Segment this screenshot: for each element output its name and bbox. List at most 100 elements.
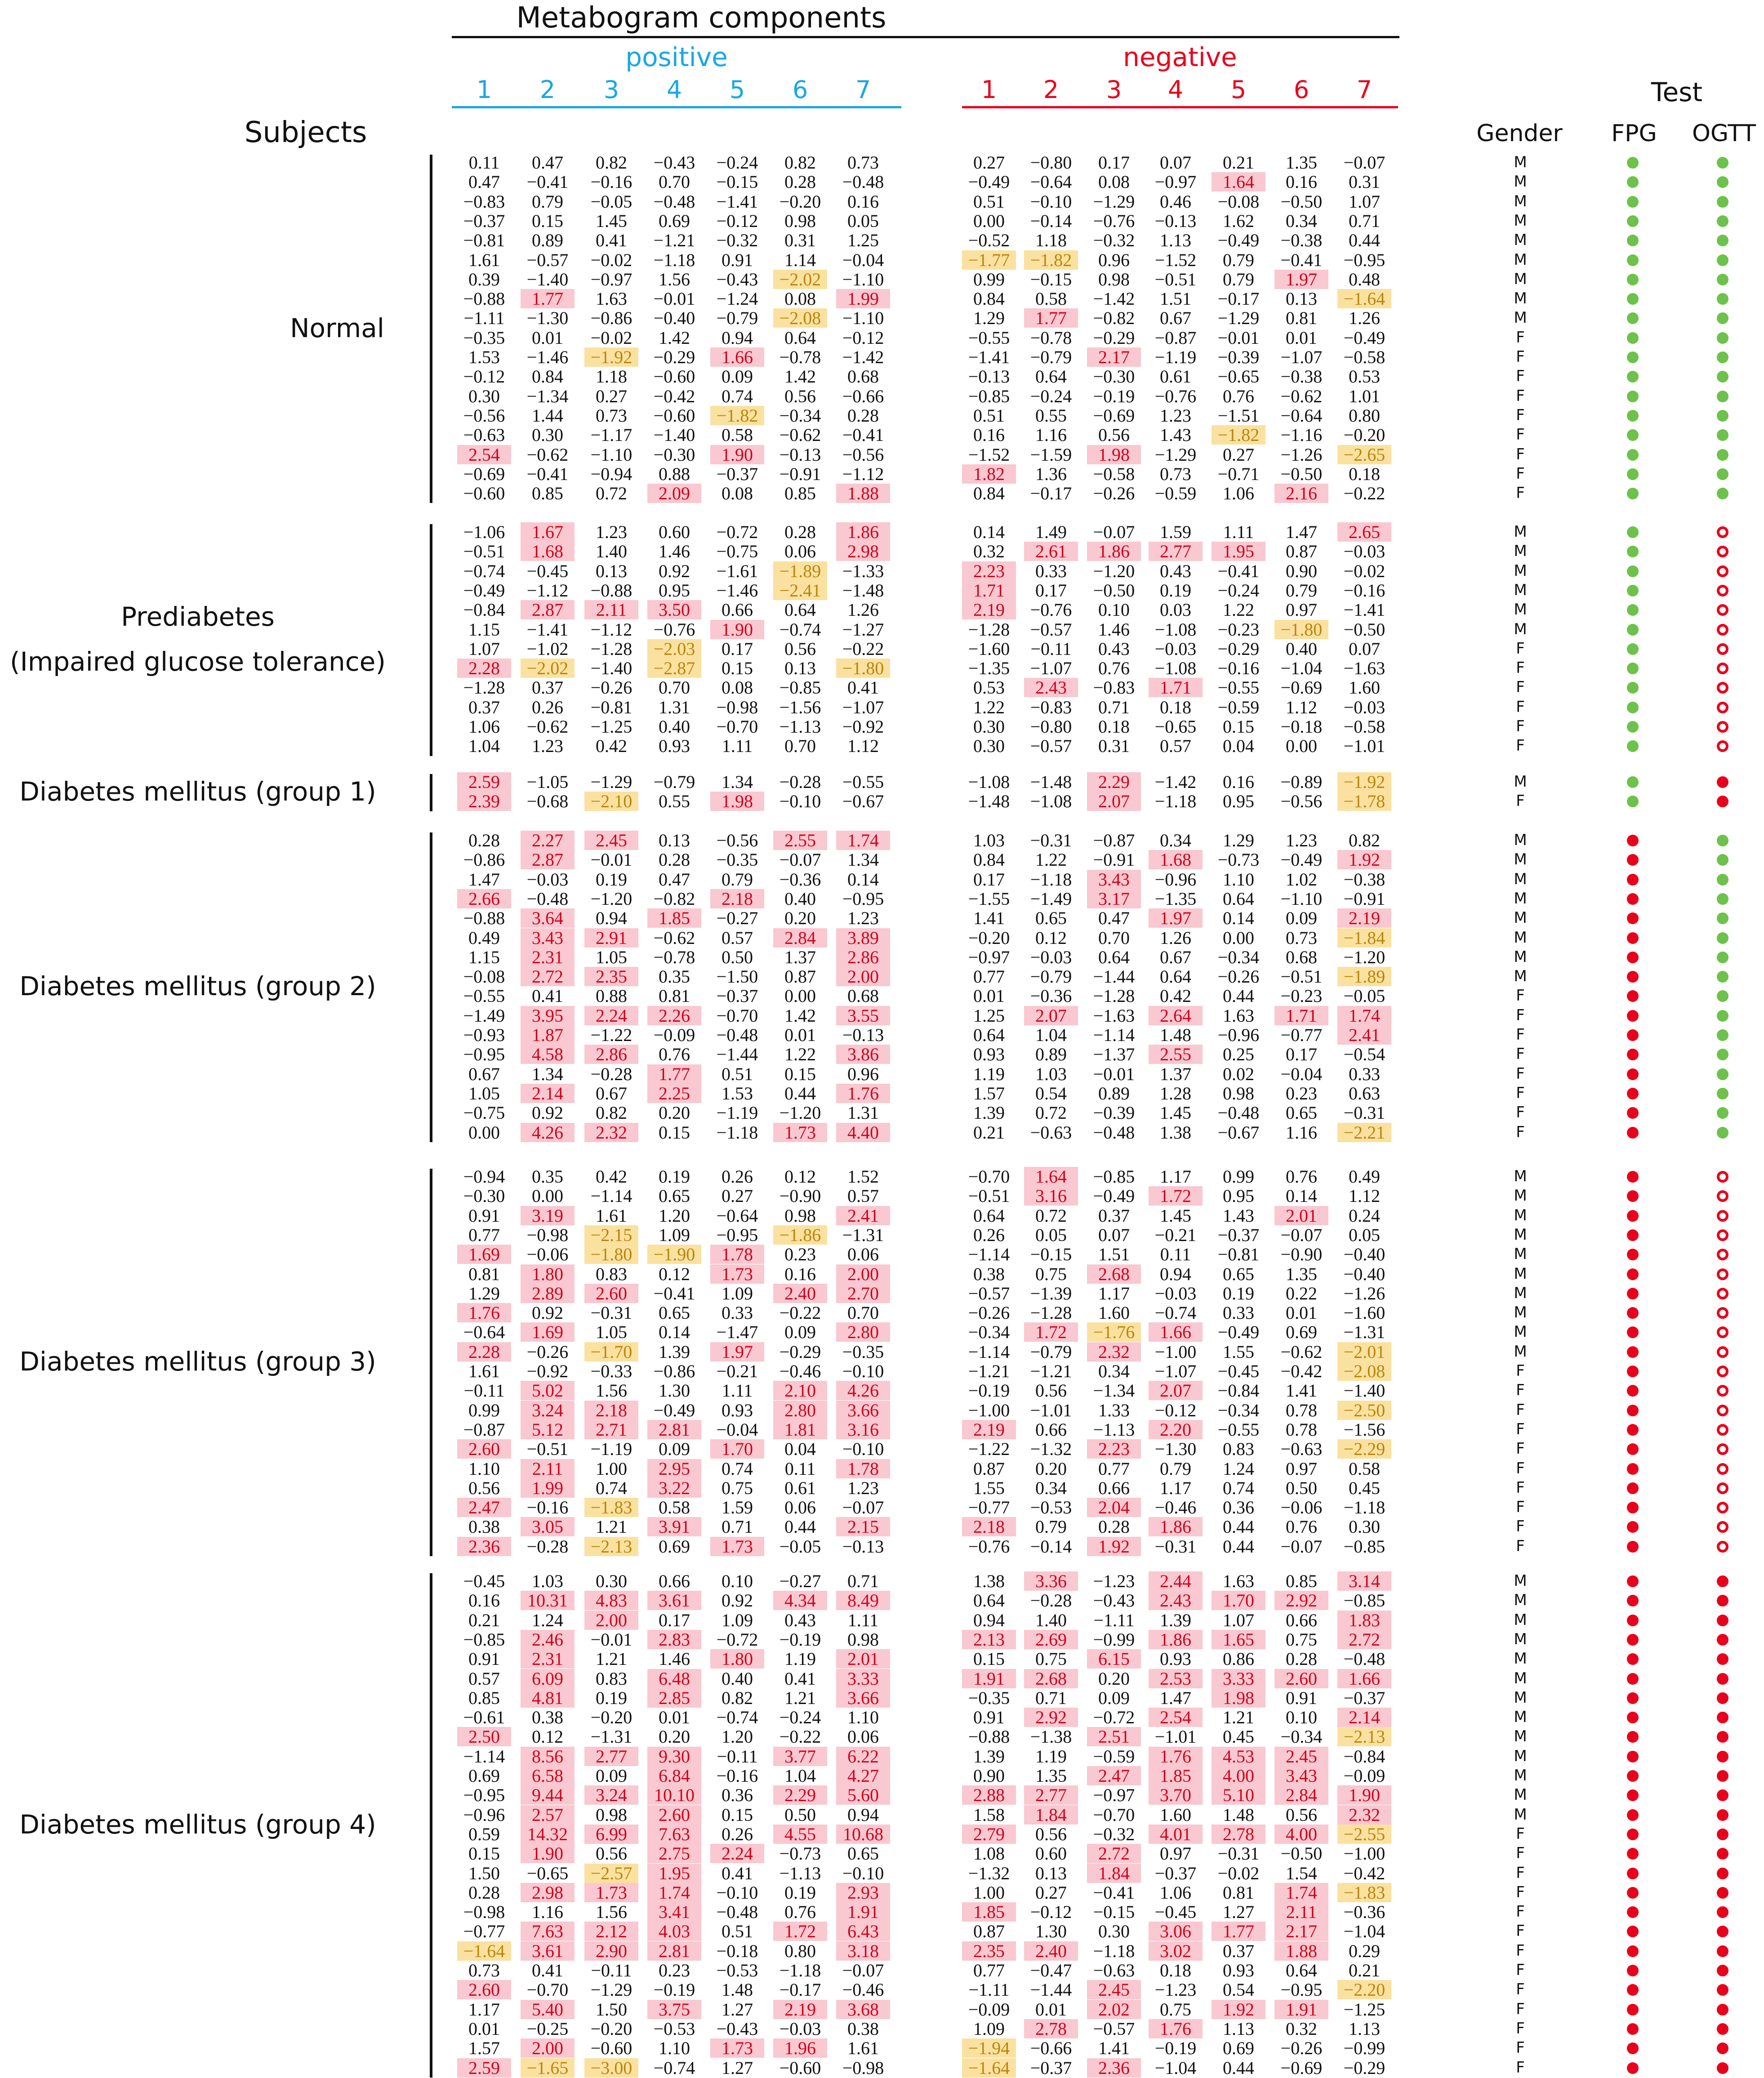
ogtt-status-dot: [1717, 951, 1728, 963]
negative-value-cell: −1.80: [1274, 619, 1328, 639]
negative-value-cell: 1.39: [1160, 1610, 1191, 1630]
negative-value-cell: 3.06: [1149, 1922, 1203, 1941]
gender-value: M: [1514, 1342, 1527, 1361]
positive-value-cell: 2.59: [457, 772, 511, 792]
positive-value-cell: −0.74: [716, 1707, 758, 1728]
ogtt-status-dot: [1717, 1404, 1728, 1416]
positive-value-cell: −0.73: [779, 1843, 821, 1864]
negative-value-cell: 0.84: [973, 289, 1005, 309]
positive-value-cell: −0.51: [463, 541, 505, 562]
negative-value-cell: −0.85: [1343, 1590, 1385, 1611]
positive-value-cell: 1.19: [784, 1649, 816, 1669]
negative-value-cell: −0.48: [1093, 1122, 1135, 1143]
positive-value-cell: −0.72: [716, 1629, 758, 1650]
negative-value-cell: −2.29: [1337, 1439, 1391, 1459]
positive-value-cell: −1.17: [590, 425, 633, 445]
negative-value-cell: 0.71: [1349, 210, 1380, 231]
negative-value-cell: −1.29: [1093, 191, 1135, 212]
positive-value-cell: 0.82: [722, 1687, 753, 1708]
negative-value-cell: 2.53: [1149, 1669, 1203, 1688]
positive-value-cell: −0.13: [842, 1025, 884, 1045]
negative-value-cell: 0.01: [973, 986, 1005, 1006]
ogtt-status-dot: [1717, 1965, 1728, 1976]
group-bracket: [430, 524, 432, 756]
fpg-status-dot: [1627, 1789, 1639, 1802]
negative-value-cell: −0.39: [1217, 347, 1260, 367]
positive-value-cell: −0.13: [842, 1536, 884, 1557]
positive-value-cell: 2.71: [584, 1419, 638, 1439]
positive-value-cell: 1.73: [710, 1264, 764, 1284]
negative-value-cell: 1.72: [1024, 1322, 1078, 1342]
positive-value-cell: 1.77: [647, 1064, 701, 1084]
negative-value-cell: 0.38: [973, 1264, 1005, 1284]
subjects-label: Subjects: [244, 116, 367, 149]
fpg-status-dot: [1627, 1463, 1639, 1475]
positive-value-cell: −1.29: [590, 772, 633, 792]
positive-value-cell: 0.38: [532, 1707, 563, 1728]
negative-value-cell: −1.55: [968, 888, 1010, 909]
positive-value-cell: 10.68: [836, 1824, 890, 1844]
negative-value-cell: −0.76: [968, 1536, 1010, 1557]
negative-value-cell: −1.20: [1093, 561, 1135, 581]
negative-value-cell: −0.91: [1093, 850, 1135, 870]
positive-value-cell: 0.71: [722, 1517, 753, 1537]
negative-underline: [962, 106, 1398, 108]
positive-value-cell: 1.15: [468, 947, 500, 967]
negative-value-cell: −0.15: [1030, 269, 1072, 289]
ogtt-status-dot: [1717, 1482, 1728, 1494]
positive-value-cell: 2.29: [773, 1785, 827, 1805]
positive-value-cell: −0.81: [590, 697, 633, 717]
positive-value-cell: 2.00: [836, 967, 890, 987]
negative-value-cell: 2.04: [1087, 1498, 1141, 1517]
negative-value-cell: 1.76: [1149, 2019, 1203, 2038]
positive-value-cell: −1.27: [842, 619, 884, 640]
negative-value-cell: −0.88: [968, 1726, 1010, 1747]
positive-value-cell: 0.28: [784, 172, 816, 192]
negative-value-cell: −0.36: [1030, 986, 1072, 1006]
ogtt-status-dot: [1717, 1614, 1728, 1626]
negative-value-cell: −0.12: [1030, 1902, 1072, 1922]
negative-value-cell: 0.47: [1098, 908, 1130, 929]
positive-value-cell: −0.95: [716, 1224, 758, 1245]
positive-value-cell: 2.35: [584, 967, 638, 987]
positive-value-cell: 3.19: [521, 1206, 575, 1225]
positive-value-cell: −0.21: [716, 1361, 758, 1381]
negative-value-cell: 1.47: [1286, 522, 1317, 542]
group-label: Diabetes mellitus (group 4): [19, 1809, 376, 1840]
negative-value-cell: 0.09: [1098, 1687, 1130, 1708]
positive-value-cell: −1.82: [710, 405, 764, 425]
fpg-status-dot: [1627, 1945, 1639, 1957]
positive-value-cell: −1.83: [584, 1498, 638, 1517]
group-label: Normal: [290, 312, 384, 343]
gender-value: F: [1516, 987, 1525, 1005]
fpg-status-dot: [1627, 740, 1639, 752]
negative-value-cell: 2.45: [1087, 1980, 1141, 2000]
negative-value-cell: 0.14: [1223, 908, 1254, 929]
test-label: Test: [1651, 77, 1703, 107]
fpg-status-dot: [1627, 1087, 1639, 1099]
negative-value-cell: 0.97: [1286, 1458, 1317, 1479]
negative-value-cell: 1.51: [1098, 1244, 1130, 1265]
negative-value-cell: −0.10: [1030, 191, 1072, 212]
negative-value-cell: 2.07: [1149, 1381, 1203, 1401]
fpg-status-dot: [1627, 157, 1639, 169]
negative-value-cell: 0.77: [1098, 1458, 1130, 1479]
positive-value-cell: 0.12: [659, 1264, 690, 1284]
gender-value: F: [1516, 1045, 1525, 1063]
positive-value-cell: 1.74: [647, 1882, 701, 1902]
positive-value-cell: −0.03: [526, 869, 569, 890]
negative-value-cell: 1.06: [1160, 1882, 1191, 1903]
positive-value-cell: −0.22: [779, 1303, 821, 1323]
positive-value-cell: 0.42: [596, 1166, 627, 1187]
positive-value-cell: 0.50: [722, 947, 753, 967]
negative-value-cell: −0.64: [1030, 172, 1072, 192]
negative-value-cell: 0.64: [1223, 888, 1254, 909]
negative-value-cell: 1.25: [973, 1005, 1005, 1026]
negative-value-cell: −0.52: [968, 230, 1010, 251]
positive-value-cell: 2.83: [647, 1629, 701, 1649]
negative-value-cell: −1.00: [1154, 1341, 1197, 1362]
fpg-status-dot: [1627, 1482, 1639, 1494]
negative-value-cell: 0.87: [973, 1458, 1005, 1479]
positive-value-cell: 3.16: [836, 1419, 890, 1439]
ogtt-status-dot: [1717, 273, 1728, 285]
